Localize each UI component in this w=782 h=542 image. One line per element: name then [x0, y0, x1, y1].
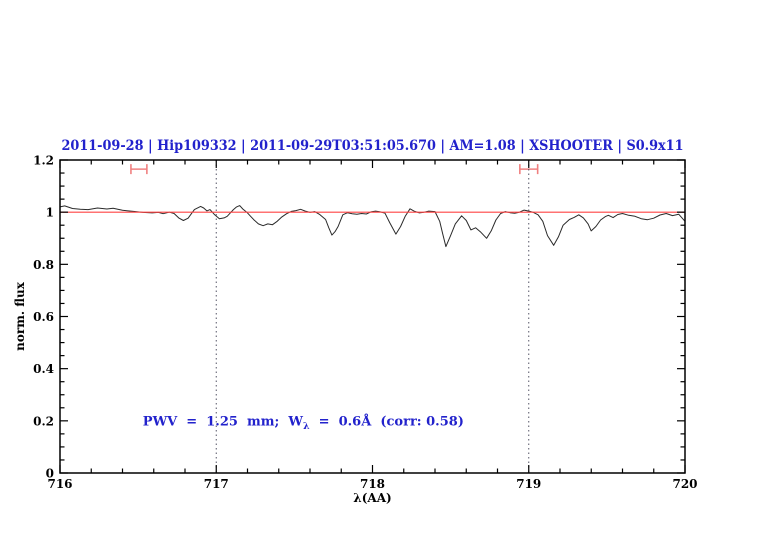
- pwv-annotation-subscript: λ: [303, 421, 310, 432]
- tick-labels: 716 717 718 719 720 0 0.2 0.4 0.6 0.8 1 1.2: [33, 154, 697, 492]
- x-tick-label: 720: [672, 477, 697, 491]
- y-tick-label: 0.8: [33, 258, 54, 272]
- x-tick-label: 716: [47, 477, 72, 491]
- ticks: [59, 159, 686, 474]
- series-layer: [59, 160, 686, 473]
- plot-title: 2011-09-28 | Hip109332 | 2011-09-29T03:5…: [62, 138, 684, 154]
- x-tick-label: 717: [204, 477, 229, 491]
- x-tick-label: 719: [516, 477, 541, 491]
- y-tick-label: 1.2: [33, 154, 54, 168]
- y-axis-label: norm. flux: [13, 281, 27, 351]
- y-tick-label: 0.4: [33, 362, 54, 376]
- y-tick-label: 0: [46, 467, 54, 481]
- pwv-annotation-main: PWV = 1.25 mm; W: [143, 414, 304, 429]
- band-marker: [130, 164, 148, 175]
- pwv-annotation-rest: = 0.6Å (corr: 0.58): [310, 413, 464, 429]
- spectrum-line: [59, 205, 686, 248]
- pwv-annotation: PWV = 1.25 mm; Wλ = 0.6Å (corr: 0.58): [143, 413, 464, 432]
- y-tick-label: 1: [46, 206, 54, 220]
- x-axis-label: λ(AA): [353, 491, 391, 505]
- y-tick-label: 0.2: [33, 414, 54, 428]
- y-tick-label: 0.6: [33, 310, 54, 324]
- x-tick-label: 718: [360, 477, 385, 491]
